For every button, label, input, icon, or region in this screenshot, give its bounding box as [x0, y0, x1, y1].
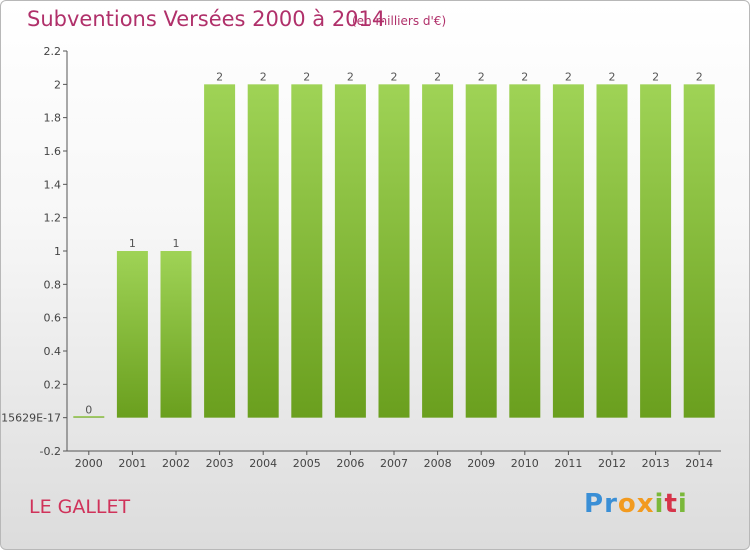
- bar: [596, 84, 628, 418]
- y-tick-label: 2.2: [44, 45, 62, 58]
- y-tick-label: 0.8: [44, 278, 62, 291]
- bar: [683, 84, 715, 418]
- x-tick-label: 2002: [162, 457, 190, 470]
- logo-letter: t: [664, 489, 678, 519]
- bar: [422, 84, 454, 418]
- bar: [378, 84, 410, 418]
- data-label: 2: [260, 70, 267, 83]
- data-label: 2: [609, 70, 616, 83]
- y-tick-label: -1.15629E-17: [1, 412, 61, 425]
- bar: [552, 84, 584, 418]
- x-tick-label: 2003: [206, 457, 234, 470]
- bar: [160, 251, 192, 418]
- bar: [509, 84, 541, 418]
- data-label: 2: [652, 70, 659, 83]
- bar: [247, 84, 279, 418]
- data-label: 2: [347, 70, 354, 83]
- y-tick-label: 0.4: [44, 345, 62, 358]
- data-label: 1: [129, 237, 136, 250]
- x-tick-label: 2012: [598, 457, 626, 470]
- bar: [291, 84, 323, 418]
- bar: [465, 84, 497, 418]
- data-label: 2: [391, 70, 398, 83]
- x-tick-label: 2006: [336, 457, 364, 470]
- bar: [116, 251, 148, 418]
- data-label: 2: [434, 70, 441, 83]
- data-label: 2: [696, 70, 703, 83]
- y-tick-label: 1.8: [44, 112, 62, 125]
- x-tick-label: 2014: [685, 457, 713, 470]
- bar: [334, 84, 366, 418]
- bar: [640, 84, 672, 418]
- x-tick-label: 2010: [511, 457, 539, 470]
- data-label: 2: [478, 70, 485, 83]
- chart-title: Subventions Versées 2000 à 2014: [27, 7, 386, 31]
- x-tick-label: 2007: [380, 457, 408, 470]
- data-label: 2: [521, 70, 528, 83]
- x-tick-label: 2000: [75, 457, 103, 470]
- proxiti-logo: Proxiti: [584, 489, 688, 519]
- x-tick-label: 2009: [467, 457, 495, 470]
- logo-letter: x: [636, 489, 655, 519]
- x-tick-label: 2001: [118, 457, 146, 470]
- bar: [204, 84, 236, 418]
- y-tick-label: 1.6: [44, 145, 62, 158]
- data-label: 0: [85, 404, 92, 417]
- logo-letter: P: [584, 489, 605, 519]
- x-tick-label: 2008: [424, 457, 452, 470]
- y-tick-label: 1: [54, 245, 61, 258]
- x-tick-label: 2005: [293, 457, 321, 470]
- logo-letter: i: [677, 489, 688, 519]
- y-tick-label: 0.2: [44, 378, 62, 391]
- y-tick-label: 1.4: [44, 178, 62, 191]
- data-label: 2: [565, 70, 572, 83]
- chart-subtitle: (en milliers d'€): [352, 14, 447, 28]
- x-tick-label: 2013: [642, 457, 670, 470]
- data-label: 2: [303, 70, 310, 83]
- x-tick-label: 2004: [249, 457, 277, 470]
- y-tick-label: 2: [54, 78, 61, 91]
- x-tick-label: 2011: [554, 457, 582, 470]
- logo-letter: i: [654, 489, 665, 519]
- y-tick-label: 1.2: [44, 212, 62, 225]
- data-label: 1: [173, 237, 180, 250]
- bar: [73, 416, 105, 418]
- y-tick-label: 0.6: [44, 312, 62, 325]
- commune-name: LE GALLET: [29, 496, 131, 518]
- logo-letter: r: [604, 489, 618, 519]
- data-label: 2: [216, 70, 223, 83]
- y-tick-label: -0.2: [40, 445, 61, 458]
- logo-letter: o: [617, 489, 637, 519]
